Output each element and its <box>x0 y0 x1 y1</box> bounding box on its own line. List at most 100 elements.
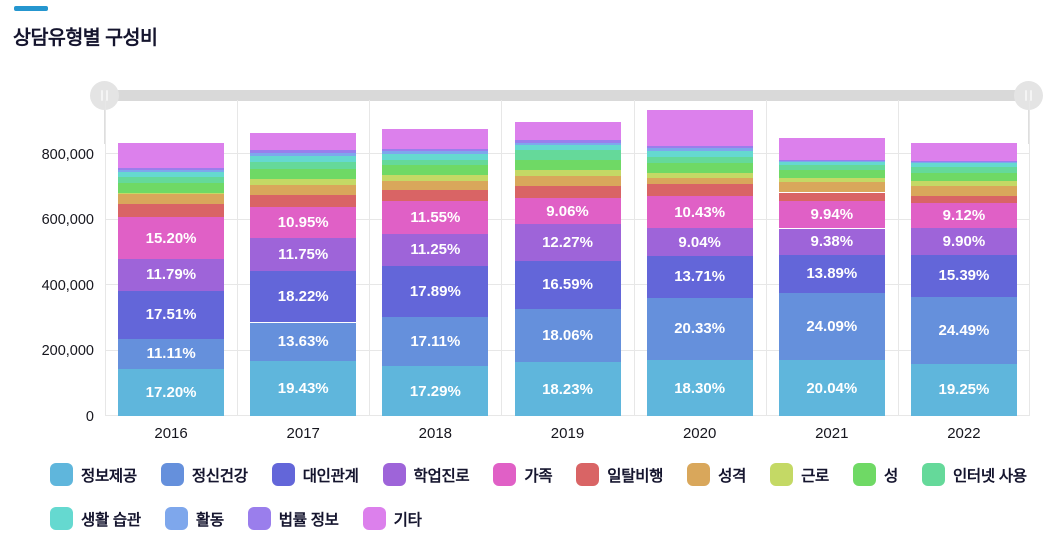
legend-item-학업진로[interactable]: 학업진로 <box>382 463 470 486</box>
bar-segment-활동[interactable] <box>118 169 225 173</box>
bar-segment-대인관계[interactable]: 17.51% <box>118 291 225 339</box>
slider-handle-right[interactable] <box>1014 81 1043 110</box>
bar-segment-인터넷 사용[interactable] <box>778 165 885 170</box>
bar-segment-대인관계[interactable]: 18.22% <box>250 270 357 323</box>
bar-segment-근로[interactable] <box>778 178 885 182</box>
bar-segment-대인관계[interactable]: 13.71% <box>646 255 753 298</box>
bar-segment-성[interactable] <box>382 165 489 176</box>
bar-segment-가족[interactable]: 11.55% <box>382 200 489 234</box>
bar-segment-학업진로[interactable]: 12.27% <box>514 224 621 261</box>
bar-segment-기타[interactable] <box>778 137 885 161</box>
legend-item-법률 정보[interactable]: 법률 정보 <box>247 507 339 530</box>
bar-segment-정보제공[interactable]: 19.25% <box>910 363 1017 416</box>
bar-segment-활동[interactable] <box>382 150 489 155</box>
bar-segment-활동[interactable] <box>514 142 621 145</box>
bar-segment-가족[interactable]: 9.06% <box>514 197 621 225</box>
legend-item-정신건강[interactable]: 정신건강 <box>160 463 248 486</box>
bar-segment-학업진로[interactable]: 11.75% <box>250 237 357 271</box>
bar-segment-법률 정보[interactable] <box>646 145 753 149</box>
bar-segment-기타[interactable] <box>118 143 225 168</box>
bar-segment-생활 습관[interactable] <box>118 172 225 178</box>
bar-segment-인터넷 사용[interactable] <box>250 162 357 169</box>
legend-item-정보제공[interactable]: 정보제공 <box>50 463 137 486</box>
bar-segment-일탈비행[interactable] <box>118 203 225 218</box>
bar-segment-정보제공[interactable]: 20.04% <box>778 360 885 416</box>
bar-segment-근로[interactable] <box>646 173 753 179</box>
bar-segment-활동[interactable] <box>910 161 1017 163</box>
legend-item-생활 습관[interactable]: 생활 습관 <box>50 507 141 530</box>
bar-segment-기타[interactable] <box>250 133 357 151</box>
bar-segment-기타[interactable] <box>646 110 753 146</box>
bar-segment-생활 습관[interactable] <box>646 150 753 157</box>
legend-item-성[interactable]: 성 <box>852 463 898 486</box>
bar-segment-근로[interactable] <box>514 170 621 177</box>
bar-segment-정신건강[interactable]: 13.63% <box>250 322 357 362</box>
bar-segment-일탈비행[interactable] <box>778 192 885 201</box>
bar-segment-법률 정보[interactable] <box>514 139 621 143</box>
slider-track[interactable] <box>101 90 1032 101</box>
bar-segment-정보제공[interactable]: 18.23% <box>514 362 621 416</box>
legend-item-성격[interactable]: 성격 <box>687 463 746 486</box>
bar-segment-기타[interactable] <box>910 143 1017 161</box>
bar-segment-정신건강[interactable]: 11.11% <box>118 338 225 370</box>
bar-segment-근로[interactable] <box>382 175 489 181</box>
bar-segment-정신건강[interactable]: 17.11% <box>382 317 489 367</box>
bar-segment-생활 습관[interactable] <box>514 144 621 151</box>
bar-segment-성격[interactable] <box>382 180 489 190</box>
bar-segment-근로[interactable] <box>250 179 357 186</box>
bar-segment-생활 습관[interactable] <box>250 156 357 163</box>
bar-segment-가족[interactable]: 15.20% <box>118 217 225 259</box>
bar-segment-인터넷 사용[interactable] <box>382 160 489 166</box>
bar-segment-생활 습관[interactable] <box>910 162 1017 167</box>
bar-segment-근로[interactable] <box>910 181 1017 186</box>
bar-segment-정보제공[interactable]: 17.29% <box>382 366 489 416</box>
bar-segment-대인관계[interactable]: 16.59% <box>514 260 621 310</box>
bar-segment-정보제공[interactable]: 17.20% <box>118 369 225 416</box>
slider-handle-left[interactable] <box>90 81 119 110</box>
bar-segment-정신건강[interactable]: 24.09% <box>778 293 885 361</box>
bar-segment-인터넷 사용[interactable] <box>910 166 1017 173</box>
bar-segment-학업진로[interactable]: 9.04% <box>646 228 753 256</box>
bar-segment-생활 습관[interactable] <box>382 154 489 161</box>
bar-segment-근로[interactable] <box>118 192 225 195</box>
bar-segment-생활 습관[interactable] <box>778 162 885 166</box>
bar-segment-성격[interactable] <box>646 178 753 185</box>
bar-segment-가족[interactable]: 10.43% <box>646 196 753 229</box>
legend-item-대인관계[interactable]: 대인관계 <box>271 463 359 486</box>
bar-segment-대인관계[interactable]: 15.39% <box>910 254 1017 297</box>
bar-segment-성격[interactable] <box>250 185 357 196</box>
legend-item-활동[interactable]: 활동 <box>164 507 224 530</box>
bar-segment-일탈비행[interactable] <box>382 189 489 201</box>
bar-segment-성격[interactable] <box>910 185 1017 196</box>
bar-segment-정신건강[interactable]: 24.49% <box>910 296 1017 364</box>
bar-segment-학업진로[interactable]: 9.38% <box>778 228 885 255</box>
bar-segment-일탈비행[interactable] <box>250 195 357 207</box>
bar-segment-법률 정보[interactable] <box>118 167 225 170</box>
bar-segment-학업진로[interactable]: 11.25% <box>382 233 489 266</box>
bar-segment-인터넷 사용[interactable] <box>646 156 753 164</box>
bar-segment-성격[interactable] <box>514 176 621 187</box>
bar-segment-기타[interactable] <box>382 129 489 149</box>
bar-segment-성[interactable] <box>514 160 621 171</box>
bar-segment-정보제공[interactable]: 19.43% <box>250 361 357 416</box>
legend-item-가족[interactable]: 가족 <box>493 463 553 486</box>
bar-segment-활동[interactable] <box>250 153 357 157</box>
legend-item-기타[interactable]: 기타 <box>362 507 422 530</box>
bar-segment-법률 정보[interactable] <box>778 160 885 162</box>
bar-segment-정신건강[interactable]: 20.33% <box>646 297 753 361</box>
bar-segment-일탈비행[interactable] <box>514 186 621 198</box>
bar-segment-학업진로[interactable]: 9.90% <box>910 227 1017 255</box>
bar-segment-기타[interactable] <box>514 121 621 140</box>
legend-item-일탈비행[interactable]: 일탈비행 <box>576 463 663 486</box>
bar-segment-대인관계[interactable]: 13.89% <box>778 254 885 294</box>
bar-segment-가족[interactable]: 10.95% <box>250 206 357 238</box>
bar-segment-성[interactable] <box>646 163 753 174</box>
bar-segment-활동[interactable] <box>778 161 885 163</box>
bar-segment-법률 정보[interactable] <box>910 160 1017 162</box>
bar-segment-성격[interactable] <box>778 181 885 193</box>
bar-segment-성[interactable] <box>778 169 885 179</box>
bar-segment-법률 정보[interactable] <box>382 148 489 151</box>
bar-segment-인터넷 사용[interactable] <box>514 150 621 161</box>
bar-segment-일탈비행[interactable] <box>646 184 753 197</box>
bar-segment-가족[interactable]: 9.12% <box>910 202 1017 228</box>
